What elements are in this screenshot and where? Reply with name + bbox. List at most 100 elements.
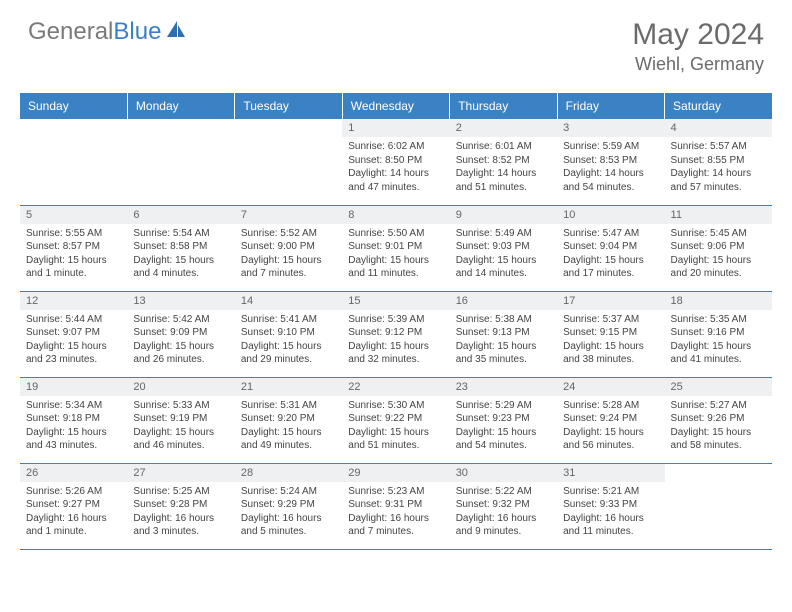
daylight-line: Daylight: 16 hours and 3 minutes. (133, 512, 228, 539)
calendar-cell (20, 119, 127, 205)
day-body: Sunrise: 5:37 AMSunset: 9:15 PMDaylight:… (557, 310, 664, 370)
sunset-line: Sunset: 9:22 PM (348, 412, 443, 426)
daylight-line: Daylight: 14 hours and 51 minutes. (456, 167, 551, 194)
calendar-cell: 18Sunrise: 5:35 AMSunset: 9:16 PMDayligh… (665, 291, 772, 377)
calendar-cell: 28Sunrise: 5:24 AMSunset: 9:29 PMDayligh… (235, 463, 342, 549)
sunset-line: Sunset: 8:58 PM (133, 240, 228, 254)
weekday-header: Monday (127, 93, 234, 119)
daylight-line: Daylight: 15 hours and 41 minutes. (671, 340, 766, 367)
calendar-cell: 10Sunrise: 5:47 AMSunset: 9:04 PMDayligh… (557, 205, 664, 291)
day-number: 7 (235, 206, 342, 224)
sunrise-line: Sunrise: 5:45 AM (671, 227, 766, 241)
sunset-line: Sunset: 9:23 PM (456, 412, 551, 426)
sunrise-line: Sunrise: 5:47 AM (563, 227, 658, 241)
calendar-cell: 12Sunrise: 5:44 AMSunset: 9:07 PMDayligh… (20, 291, 127, 377)
sunset-line: Sunset: 9:01 PM (348, 240, 443, 254)
day-number: 25 (665, 378, 772, 396)
calendar-cell: 22Sunrise: 5:30 AMSunset: 9:22 PMDayligh… (342, 377, 449, 463)
day-number: 8 (342, 206, 449, 224)
sunset-line: Sunset: 9:00 PM (241, 240, 336, 254)
day-body: Sunrise: 5:42 AMSunset: 9:09 PMDaylight:… (127, 310, 234, 370)
daylight-line: Daylight: 14 hours and 57 minutes. (671, 167, 766, 194)
day-body: Sunrise: 5:55 AMSunset: 8:57 PMDaylight:… (20, 224, 127, 284)
day-number: 9 (450, 206, 557, 224)
daylight-line: Daylight: 15 hours and 20 minutes. (671, 254, 766, 281)
weekday-row: SundayMondayTuesdayWednesdayThursdayFrid… (20, 93, 772, 119)
sunset-line: Sunset: 8:52 PM (456, 154, 551, 168)
calendar-cell: 23Sunrise: 5:29 AMSunset: 9:23 PMDayligh… (450, 377, 557, 463)
day-body: Sunrise: 5:33 AMSunset: 9:19 PMDaylight:… (127, 396, 234, 456)
day-number: 23 (450, 378, 557, 396)
sunset-line: Sunset: 9:32 PM (456, 498, 551, 512)
sunrise-line: Sunrise: 5:27 AM (671, 399, 766, 413)
calendar-cell: 3Sunrise: 5:59 AMSunset: 8:53 PMDaylight… (557, 119, 664, 205)
day-number: 24 (557, 378, 664, 396)
day-number: 19 (20, 378, 127, 396)
weekday-header: Sunday (20, 93, 127, 119)
daylight-line: Daylight: 15 hours and 58 minutes. (671, 426, 766, 453)
calendar-cell: 31Sunrise: 5:21 AMSunset: 9:33 PMDayligh… (557, 463, 664, 549)
sunset-line: Sunset: 9:20 PM (241, 412, 336, 426)
calendar-cell: 27Sunrise: 5:25 AMSunset: 9:28 PMDayligh… (127, 463, 234, 549)
weekday-header: Saturday (665, 93, 772, 119)
day-number: 6 (127, 206, 234, 224)
day-body: Sunrise: 5:45 AMSunset: 9:06 PMDaylight:… (665, 224, 772, 284)
daylight-line: Daylight: 15 hours and 51 minutes. (348, 426, 443, 453)
sunset-line: Sunset: 9:03 PM (456, 240, 551, 254)
calendar-row: 19Sunrise: 5:34 AMSunset: 9:18 PMDayligh… (20, 377, 772, 463)
day-body: Sunrise: 5:41 AMSunset: 9:10 PMDaylight:… (235, 310, 342, 370)
day-number: 11 (665, 206, 772, 224)
sunrise-line: Sunrise: 5:25 AM (133, 485, 228, 499)
day-body: Sunrise: 5:44 AMSunset: 9:07 PMDaylight:… (20, 310, 127, 370)
day-number: 13 (127, 292, 234, 310)
sunset-line: Sunset: 9:10 PM (241, 326, 336, 340)
calendar-cell: 24Sunrise: 5:28 AMSunset: 9:24 PMDayligh… (557, 377, 664, 463)
day-number: 27 (127, 464, 234, 482)
day-body: Sunrise: 5:31 AMSunset: 9:20 PMDaylight:… (235, 396, 342, 456)
daylight-line: Daylight: 16 hours and 9 minutes. (456, 512, 551, 539)
day-number: 17 (557, 292, 664, 310)
day-body: Sunrise: 5:34 AMSunset: 9:18 PMDaylight:… (20, 396, 127, 456)
daylight-line: Daylight: 15 hours and 46 minutes. (133, 426, 228, 453)
daylight-line: Daylight: 15 hours and 26 minutes. (133, 340, 228, 367)
day-number: 14 (235, 292, 342, 310)
weekday-header: Friday (557, 93, 664, 119)
day-body: Sunrise: 5:26 AMSunset: 9:27 PMDaylight:… (20, 482, 127, 542)
calendar-cell (127, 119, 234, 205)
calendar-cell (665, 463, 772, 549)
brand-part2: Blue (113, 18, 161, 46)
calendar-cell: 20Sunrise: 5:33 AMSunset: 9:19 PMDayligh… (127, 377, 234, 463)
calendar-cell: 13Sunrise: 5:42 AMSunset: 9:09 PMDayligh… (127, 291, 234, 377)
weekday-header: Wednesday (342, 93, 449, 119)
sunrise-line: Sunrise: 5:22 AM (456, 485, 551, 499)
day-number: 18 (665, 292, 772, 310)
day-number: 20 (127, 378, 234, 396)
daylight-line: Daylight: 15 hours and 38 minutes. (563, 340, 658, 367)
sunset-line: Sunset: 9:19 PM (133, 412, 228, 426)
day-number: 28 (235, 464, 342, 482)
daylight-line: Daylight: 15 hours and 56 minutes. (563, 426, 658, 453)
sunset-line: Sunset: 8:55 PM (671, 154, 766, 168)
sunset-line: Sunset: 8:53 PM (563, 154, 658, 168)
calendar-cell: 15Sunrise: 5:39 AMSunset: 9:12 PMDayligh… (342, 291, 449, 377)
sunset-line: Sunset: 9:09 PM (133, 326, 228, 340)
page-header: GeneralBlue May 2024 Wiehl, Germany (0, 0, 792, 85)
day-number: 5 (20, 206, 127, 224)
day-body: Sunrise: 5:24 AMSunset: 9:29 PMDaylight:… (235, 482, 342, 542)
sunset-line: Sunset: 9:15 PM (563, 326, 658, 340)
location-label: Wiehl, Germany (632, 54, 764, 75)
day-number: 3 (557, 119, 664, 137)
day-number: 26 (20, 464, 127, 482)
weekday-header: Tuesday (235, 93, 342, 119)
day-body: Sunrise: 5:22 AMSunset: 9:32 PMDaylight:… (450, 482, 557, 542)
sunrise-line: Sunrise: 5:52 AM (241, 227, 336, 241)
daylight-line: Daylight: 15 hours and 11 minutes. (348, 254, 443, 281)
title-block: May 2024 Wiehl, Germany (632, 18, 764, 75)
calendar-cell: 11Sunrise: 5:45 AMSunset: 9:06 PMDayligh… (665, 205, 772, 291)
sunset-line: Sunset: 9:16 PM (671, 326, 766, 340)
sunrise-line: Sunrise: 5:41 AM (241, 313, 336, 327)
daylight-line: Daylight: 16 hours and 7 minutes. (348, 512, 443, 539)
sunrise-line: Sunrise: 5:54 AM (133, 227, 228, 241)
day-body: Sunrise: 5:47 AMSunset: 9:04 PMDaylight:… (557, 224, 664, 284)
sunrise-line: Sunrise: 5:34 AM (26, 399, 121, 413)
